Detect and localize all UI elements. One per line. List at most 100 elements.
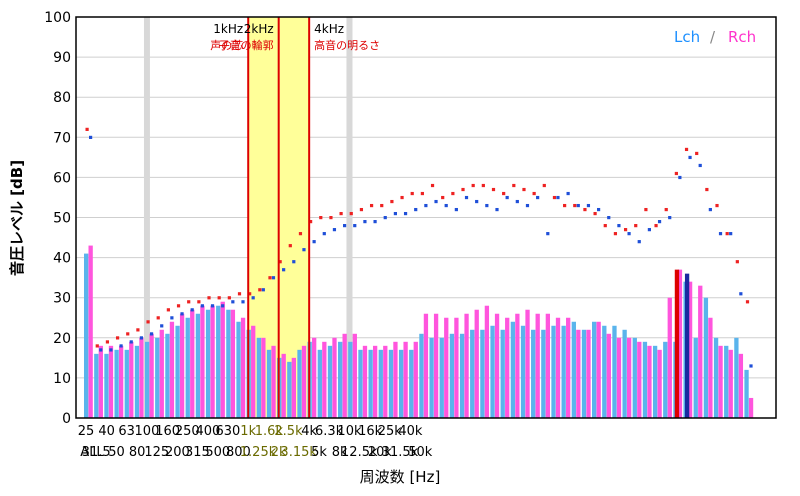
x-tick-label-bottom: 50k: [408, 445, 433, 460]
bar-rch: [281, 353, 286, 418]
bar-rch: [139, 337, 144, 418]
bar-lch: [459, 333, 465, 418]
bar-rch: [657, 349, 662, 418]
x-tick-label-top: 10k: [337, 424, 362, 439]
dot-lch: [688, 155, 692, 160]
dot-rch: [85, 127, 89, 131]
dot-rch: [664, 207, 668, 212]
bar-rch: [606, 333, 611, 418]
marker-freq-label: 1kHz: [213, 22, 243, 36]
dot-rch: [735, 260, 739, 264]
dot-rch: [502, 191, 506, 196]
marker-desc-label: 高音の明るさ: [314, 38, 380, 52]
bar-lch: [165, 333, 170, 418]
dot-lch: [251, 296, 255, 300]
dot-lch: [718, 232, 723, 236]
dot-rch: [369, 203, 374, 208]
x-tick-label-bottom: 20k: [368, 445, 393, 460]
bar-rch: [169, 321, 175, 418]
dot-lch: [576, 203, 580, 208]
bar-lch: [571, 321, 576, 418]
bar-lch: [348, 341, 353, 418]
dot-rch: [126, 332, 130, 336]
x-tick-label-bottom: 1.25k: [240, 445, 277, 460]
bar-rch: [748, 397, 754, 418]
bar-rch: [200, 305, 205, 418]
bar-rch: [616, 337, 622, 418]
dot-lch: [200, 304, 204, 308]
x-tick-label-top: 4k: [301, 424, 317, 439]
x-tick-label-top: 100: [135, 424, 160, 439]
dot-rch: [532, 191, 536, 196]
bar-rch: [738, 353, 744, 418]
dot-lch: [647, 228, 651, 232]
bar-rch: [210, 305, 215, 418]
bar-rch: [251, 325, 256, 418]
dot-rch: [481, 183, 485, 188]
x-tick-label-bottom: 3.15k: [280, 445, 317, 460]
bar-rch: [474, 309, 479, 418]
dot-lch: [627, 232, 631, 236]
bar-lch: [592, 321, 597, 418]
x-tick-label-bottom: 80: [129, 445, 146, 460]
bar-rch: [413, 341, 418, 418]
dot-lch: [617, 224, 621, 228]
dot-lch: [485, 203, 489, 208]
bar-rch: [261, 337, 266, 418]
bar-lch: [541, 329, 546, 418]
dot-lch: [678, 175, 682, 180]
bar-lch: [744, 369, 749, 418]
dot-lch: [556, 195, 560, 200]
dot-lch: [363, 220, 367, 224]
grid-guide-v: [346, 17, 353, 418]
dot-rch: [390, 199, 394, 204]
bar-lch: [185, 317, 190, 418]
dot-rch: [715, 203, 719, 208]
marker-desc-label: 声の芯: [210, 38, 243, 52]
dot-lch: [343, 224, 347, 228]
y-tick-label: 40: [53, 251, 71, 267]
dot-rch: [745, 300, 750, 304]
x-tick-label-top: 1k: [240, 424, 256, 439]
x-tick-label-top: 160: [155, 424, 180, 439]
dot-lch: [149, 332, 154, 336]
dot-rch: [217, 296, 221, 300]
bar-lch: [205, 309, 211, 418]
bar-lch: [510, 321, 516, 418]
dot-rch: [309, 220, 313, 224]
bar-rch: [494, 313, 500, 418]
dot-rch: [146, 320, 150, 324]
dot-rch: [166, 308, 170, 312]
x-tick-label-bottom: 12.5k: [341, 445, 378, 460]
bar-lch: [480, 329, 485, 418]
x-tick-label-top: 6.3k: [315, 424, 344, 439]
dot-lch: [383, 216, 387, 220]
grid-guide-v: [143, 17, 150, 418]
marker-freq-label: 4kHz: [314, 22, 344, 36]
y-tick-label: 0: [62, 411, 71, 427]
dot-rch: [319, 216, 323, 220]
dot-rch: [695, 151, 699, 156]
bar-rch: [677, 269, 683, 418]
dot-lch: [119, 344, 123, 348]
dot-lch: [668, 216, 672, 220]
legend-lch: Lch: [674, 28, 700, 46]
dot-rch: [430, 183, 435, 188]
dot-lch: [271, 276, 276, 280]
bar-lch: [388, 349, 394, 418]
x-tick-label-bottom: 500: [205, 445, 230, 460]
bar-rch: [515, 313, 520, 418]
dot-lch: [424, 203, 428, 208]
bar-rch: [362, 345, 368, 418]
bar-lch: [124, 349, 129, 418]
bar-lch: [358, 349, 363, 418]
bar-rch: [566, 317, 571, 418]
bar-lch: [256, 337, 262, 418]
bar-rch: [505, 317, 510, 418]
bar-lch: [327, 345, 333, 418]
dot-rch: [237, 292, 242, 296]
dot-rch: [410, 191, 414, 196]
x-tick-label-top: 630: [215, 424, 240, 439]
bar-rch: [118, 345, 124, 418]
